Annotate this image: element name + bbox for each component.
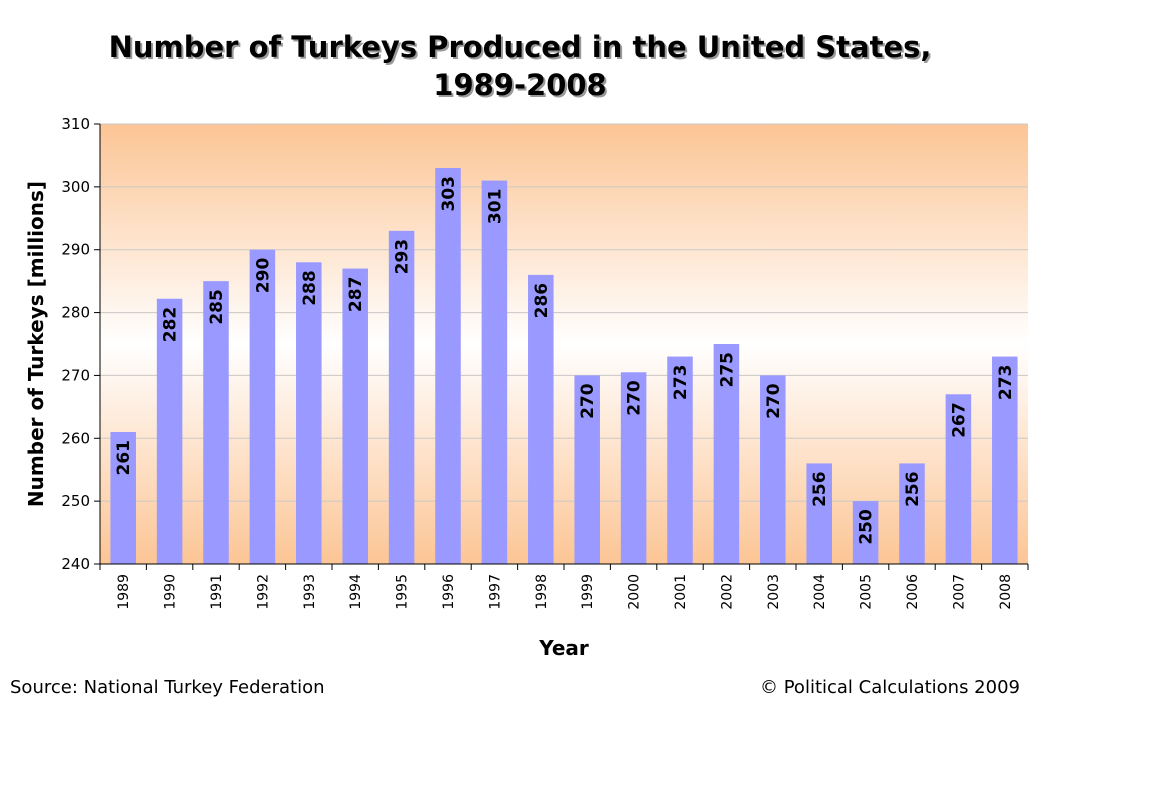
x-tick-label: 1990 (163, 574, 179, 610)
chart-title-shadow: Number of Turkeys Produced in the United… (111, 32, 934, 66)
x-tick-label: 1994 (348, 574, 364, 610)
copyright-note: © Political Calculations 2009 (760, 677, 1020, 698)
data-label-1994: 287 (346, 277, 366, 313)
bar-1992 (249, 249, 276, 564)
bar-1999 (574, 375, 600, 564)
y-tick-label: 300 (61, 178, 90, 196)
x-tick-label: 2005 (859, 574, 875, 610)
bar-2005 (852, 501, 879, 564)
data-label-1991: 285 (207, 289, 227, 325)
x-tick-label: 1998 (534, 574, 550, 610)
data-label-2002: 275 (717, 352, 737, 388)
y-tick-labels: 240 250 260 270 280 290 300 310 (61, 115, 90, 573)
data-label-2008: 273 (996, 365, 1016, 401)
chart-title-line2-shadow: 1989-2008 (435, 70, 608, 104)
data-label-1990: 282 (161, 307, 181, 343)
bars (110, 168, 1018, 565)
bar-2004 (806, 463, 832, 564)
data-label-2006: 256 (903, 471, 923, 507)
source-note: Source: National Turkey Federation (10, 677, 325, 698)
data-label-1989: 261 (114, 440, 134, 476)
bar-1991 (203, 281, 229, 564)
y-tick-label: 250 (61, 492, 90, 510)
bar-2001 (667, 356, 693, 564)
data-label-1997: 301 (485, 189, 505, 225)
x-tick-label: 1992 (255, 574, 271, 610)
x-tick-label: 2001 (673, 574, 689, 610)
data-label-2004: 256 (810, 471, 830, 507)
data-label-2000: 270 (625, 380, 645, 416)
data-label-1995: 293 (393, 239, 413, 275)
x-tick-label: 1991 (209, 574, 225, 610)
y-tick-label: 290 (61, 241, 90, 259)
data-label-2003: 270 (764, 383, 784, 419)
data-label-1993: 288 (300, 270, 320, 306)
x-tick-label: 2004 (812, 574, 828, 610)
data-label-1998: 286 (532, 283, 552, 319)
y-tick-label: 280 (61, 304, 90, 322)
data-label-2005: 250 (857, 509, 877, 545)
x-tick-label: 2008 (998, 574, 1014, 610)
x-tick-label: 1995 (395, 574, 411, 610)
axes (94, 123, 1029, 570)
x-tick-label: 2007 (951, 574, 967, 610)
chart-title: Number of Turkeys Produced in the United… (109, 30, 932, 64)
bar-2007 (945, 394, 972, 564)
y-tick-label: 310 (61, 115, 90, 133)
data-label-1996: 303 (439, 176, 459, 212)
bar-2000 (620, 372, 647, 564)
x-tick-label: 1999 (580, 574, 596, 610)
bar-2008 (992, 356, 1018, 564)
x-tick-label: 2002 (719, 574, 735, 610)
bar-1998 (528, 274, 554, 564)
data-label-2001: 273 (671, 365, 691, 401)
data-label-1999: 270 (578, 383, 598, 419)
x-tick-labels: 1989 1990 1991 1992 1993 1994 1995 1996 1997 1998… (116, 574, 1014, 610)
bar-1994 (342, 268, 368, 564)
x-tick-label: 1993 (302, 574, 318, 610)
bar-1989 (110, 432, 136, 564)
y-tick-label: 270 (61, 366, 90, 384)
data-label-1992: 290 (253, 258, 273, 294)
bar-1996 (435, 168, 461, 564)
x-tick-label: 2000 (627, 574, 643, 610)
x-tick-label: 2003 (766, 574, 782, 610)
x-tick-label: 1997 (487, 574, 503, 610)
bar-1990 (156, 298, 183, 564)
bar-1995 (388, 230, 415, 564)
chart-title-line2: 1989-2008 (433, 68, 606, 102)
x-axis-label: Year (538, 636, 589, 660)
bar-2002 (713, 344, 740, 564)
y-tick-label: 240 (61, 555, 90, 573)
y-axis-label: Number of Turkeys [millions] (24, 181, 48, 507)
bar-1993 (296, 262, 322, 564)
x-tick-label: 1989 (116, 574, 132, 610)
bar-2003 (760, 375, 786, 564)
y-tick-label: 260 (61, 429, 90, 447)
bar-2006 (899, 463, 925, 564)
bar-1997 (481, 180, 508, 565)
plot-area (100, 124, 1028, 564)
data-labels: 261 282 285 290 288 287 293 303 301 286 270 270 273 2… (114, 176, 1016, 545)
data-label-2007: 267 (949, 402, 969, 438)
x-tick-label: 2006 (905, 574, 921, 610)
x-tick-label: 1996 (441, 574, 457, 610)
